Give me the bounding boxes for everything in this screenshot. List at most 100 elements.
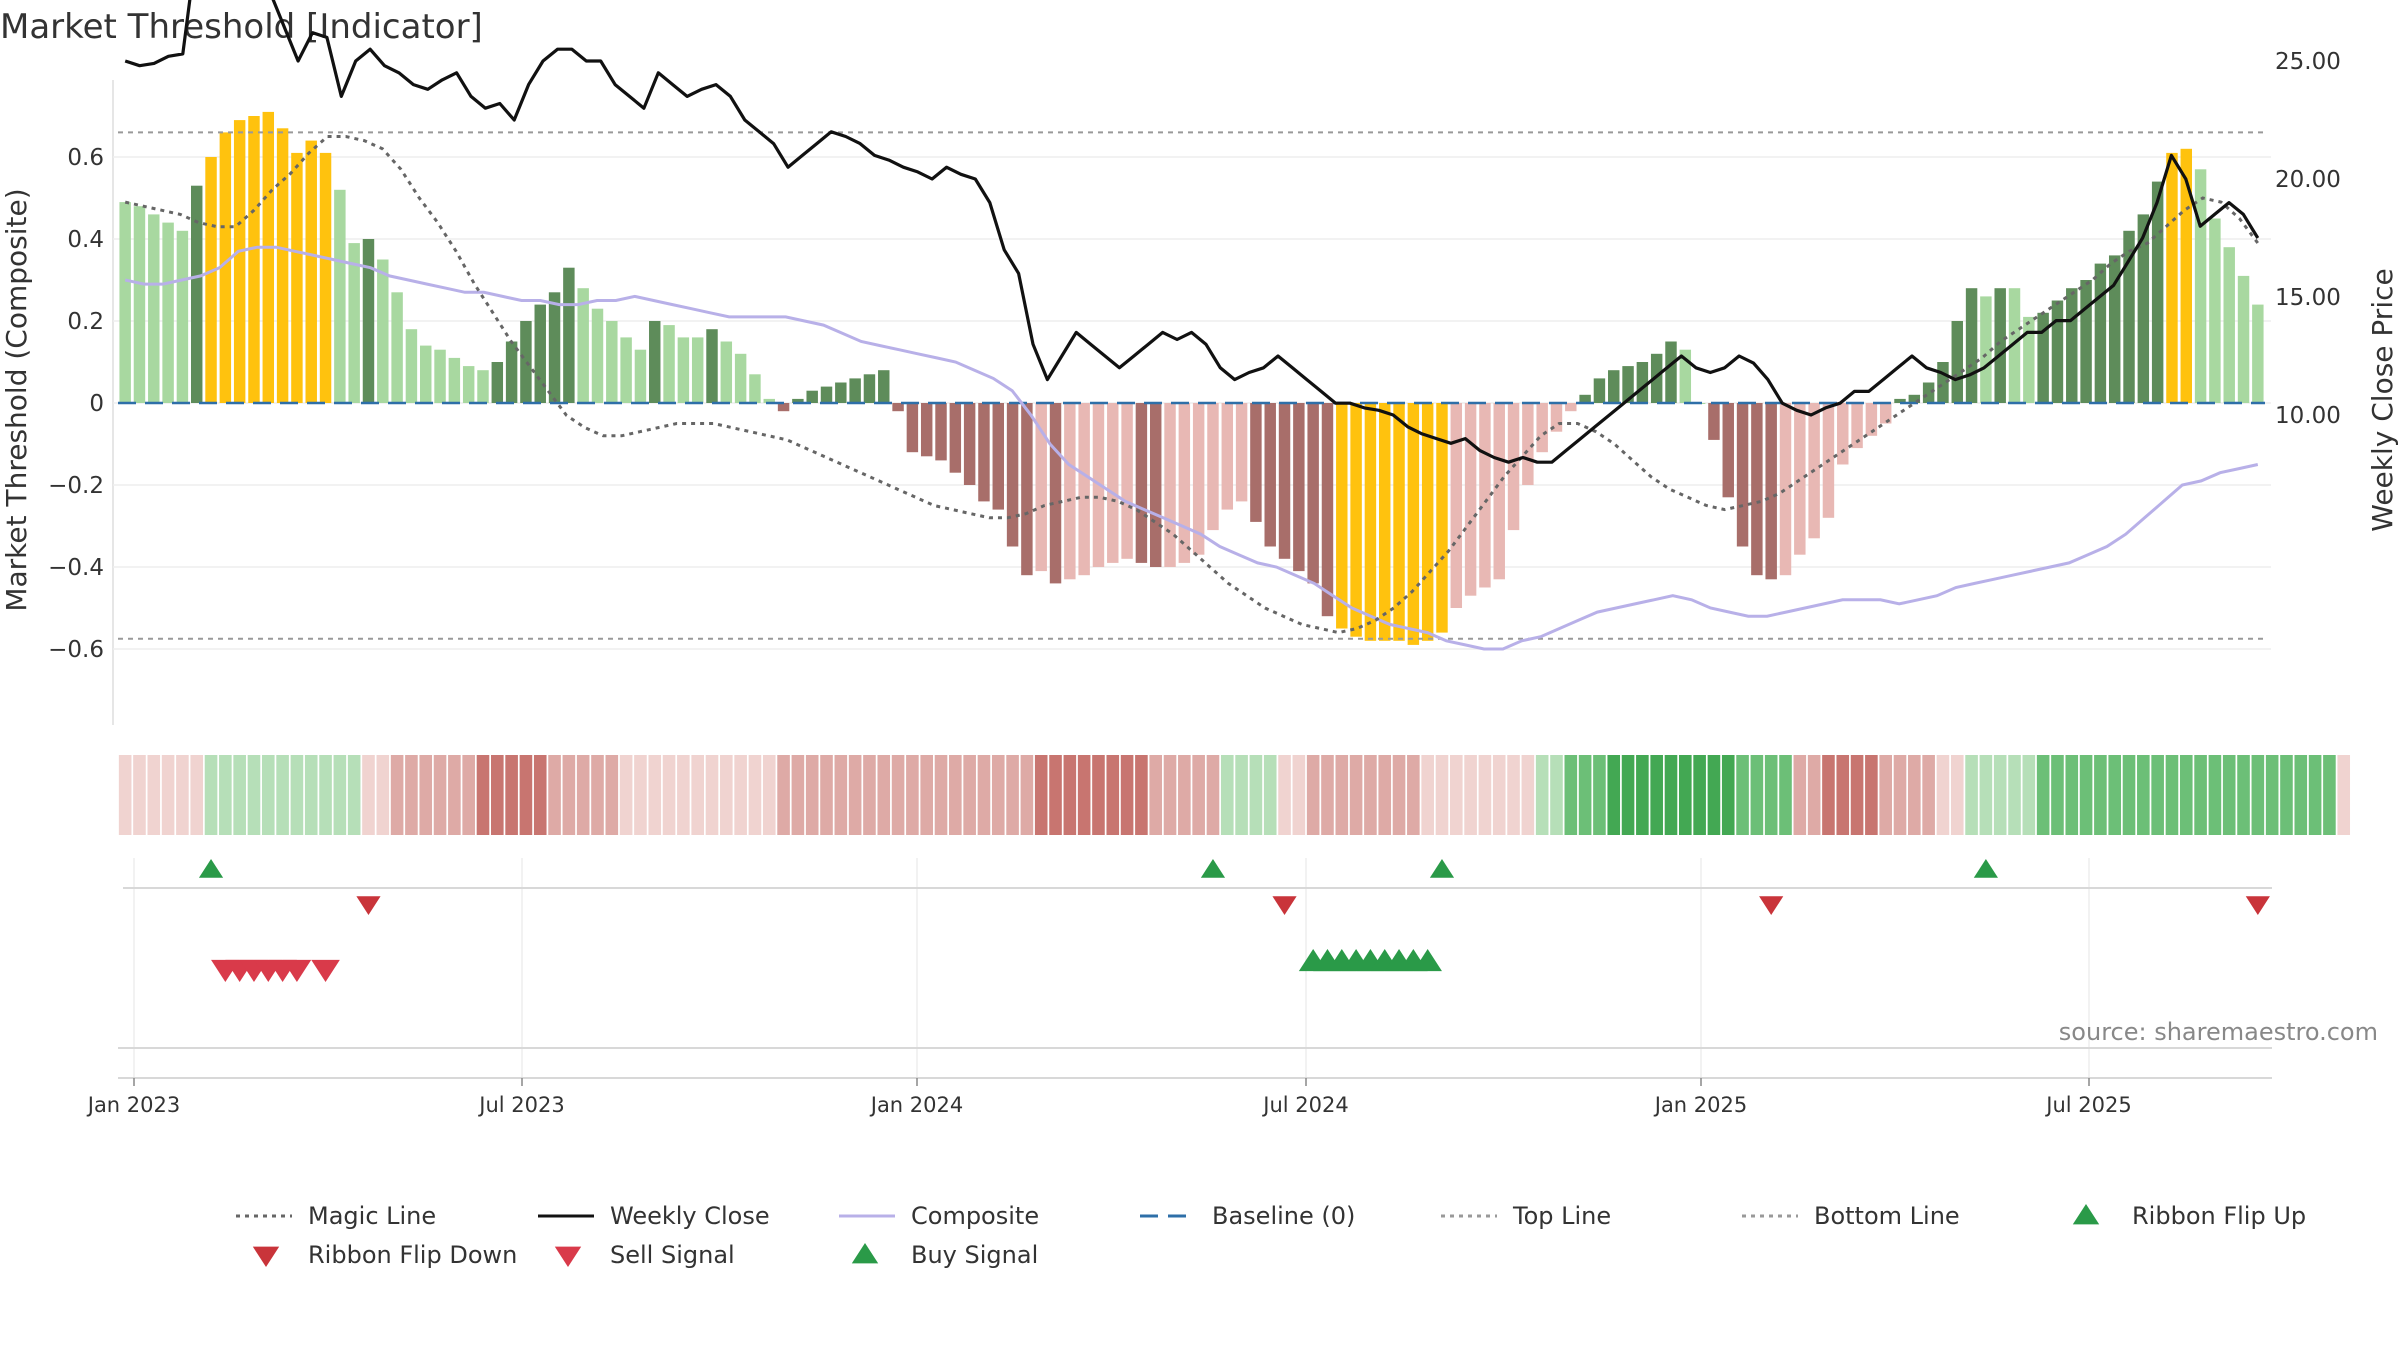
series-lines (118, 0, 2265, 651)
ribbon-segment (1349, 755, 1363, 835)
ribbon-segment (634, 755, 647, 835)
ribbon-flip-down-marker (356, 896, 381, 915)
ribbon-segment (1435, 755, 1449, 835)
composite-bar (1350, 403, 1362, 637)
ribbon-segment (1263, 755, 1277, 835)
ribbon-segment (1135, 755, 1148, 835)
ribbon-segment (1020, 755, 1034, 835)
composite-bar (248, 116, 260, 403)
ribbon-segment (2194, 755, 2207, 835)
composite-bar (1436, 403, 1448, 633)
ribbon-segment (1879, 755, 1892, 835)
composite-bar (606, 321, 618, 403)
composite-bar (2023, 316, 2035, 403)
composite-bar (792, 398, 804, 403)
composite-bar (1994, 288, 2006, 403)
ribbon-segment (2251, 755, 2265, 835)
composite-bar (1922, 382, 1935, 403)
legend-marker-8 (554, 1246, 582, 1267)
composite-bar (1307, 403, 1319, 584)
ribbon-segment (2079, 755, 2093, 835)
ribbon-segment (233, 755, 246, 835)
composite-bar (949, 403, 962, 473)
right-y-tick-label: 25.00 (2275, 49, 2341, 75)
composite-bar (1450, 403, 1463, 608)
ribbon-segment (1106, 755, 1120, 835)
composite-bar (1235, 403, 1248, 502)
composite-bar (505, 341, 518, 403)
ribbon-segment (2151, 755, 2164, 835)
ribbon-segment (1721, 755, 1735, 835)
ribbon-strip (118, 755, 2351, 835)
composite-bar (2166, 152, 2178, 403)
composite-bar (906, 403, 919, 453)
composite-bar (2180, 148, 2193, 403)
composite-bar (2123, 230, 2135, 403)
ribbon-segment (2222, 755, 2236, 835)
ribbon-segment (1235, 755, 1248, 835)
ribbon-segment (934, 755, 948, 835)
composite-bar (663, 325, 675, 403)
composite-bar (806, 390, 818, 403)
ribbon-segment (963, 755, 976, 835)
left-y-tick-label: 0.4 (67, 227, 104, 253)
composite-bar (219, 132, 232, 403)
composite-bar (935, 403, 947, 461)
composite-bar (2094, 263, 2107, 403)
source-label: source: sharemaestro.com (2059, 1018, 2378, 1046)
x-tick-label: Jul 2024 (1261, 1093, 1348, 1117)
composite-bar (2209, 218, 2221, 403)
ribbon-segment (1950, 755, 1964, 835)
x-tick-label: Jul 2023 (477, 1093, 564, 1117)
composite-bar (1250, 403, 1262, 522)
ribbon-segment (2022, 755, 2036, 835)
composite-bar (1765, 403, 1777, 580)
composite-bar (1135, 403, 1148, 563)
composite-bar (2066, 288, 2078, 403)
ribbon-segment (1822, 755, 1835, 835)
ribbon-segment (1006, 755, 1019, 835)
composite-bar (1565, 403, 1577, 412)
composite-bar (649, 321, 661, 403)
ribbon-segment (691, 755, 704, 835)
composite-bar (448, 357, 461, 403)
composite-bar (1049, 403, 1062, 584)
ribbon-segment (1321, 755, 1334, 835)
ribbon-segment (848, 755, 862, 835)
ribbon-segment (2008, 755, 2021, 835)
composite-bar (1951, 321, 1963, 403)
composite-bar (1393, 403, 1405, 641)
composite-bar (176, 230, 189, 403)
ribbon-segment (2237, 755, 2250, 835)
right-y-axis-label: Weekly Close Price (2366, 268, 2399, 531)
composite-bar (1536, 403, 1548, 453)
ribbon-segment (1421, 755, 1434, 835)
composite-bar (1164, 403, 1176, 567)
composite-bar (691, 337, 704, 403)
composite-bar (591, 308, 604, 403)
ribbon-segment (176, 755, 189, 835)
ribbon-segment (1364, 755, 1377, 835)
sell-signal-marker (311, 959, 340, 982)
composite-bar (133, 206, 146, 403)
composite-bar (1550, 403, 1563, 432)
composite-bar (1264, 403, 1276, 547)
composite-bar (391, 292, 403, 403)
composite-bar (1421, 403, 1434, 641)
ribbon-segment (1292, 755, 1306, 835)
ribbon-segment (1922, 755, 1935, 835)
composite-bar (1464, 403, 1477, 596)
ribbon-segment (2165, 755, 2179, 835)
composite-bar (835, 382, 847, 403)
ribbon-segment (533, 755, 547, 835)
composite-bar (291, 152, 303, 403)
ribbon-segment (705, 755, 719, 835)
ribbon-segment (1535, 755, 1549, 835)
composite-bar (190, 185, 203, 403)
composite-bar (2252, 304, 2264, 403)
ribbon-segment (261, 755, 275, 835)
ribbon-segment (2094, 755, 2107, 835)
ribbon-segment (433, 755, 447, 835)
legend-marker-6 (2072, 1204, 2100, 1225)
ribbon-segment (1679, 755, 1692, 835)
